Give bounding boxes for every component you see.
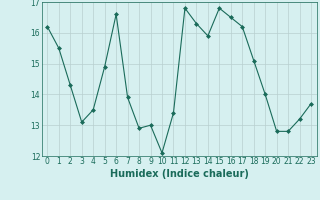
- X-axis label: Humidex (Indice chaleur): Humidex (Indice chaleur): [110, 169, 249, 179]
